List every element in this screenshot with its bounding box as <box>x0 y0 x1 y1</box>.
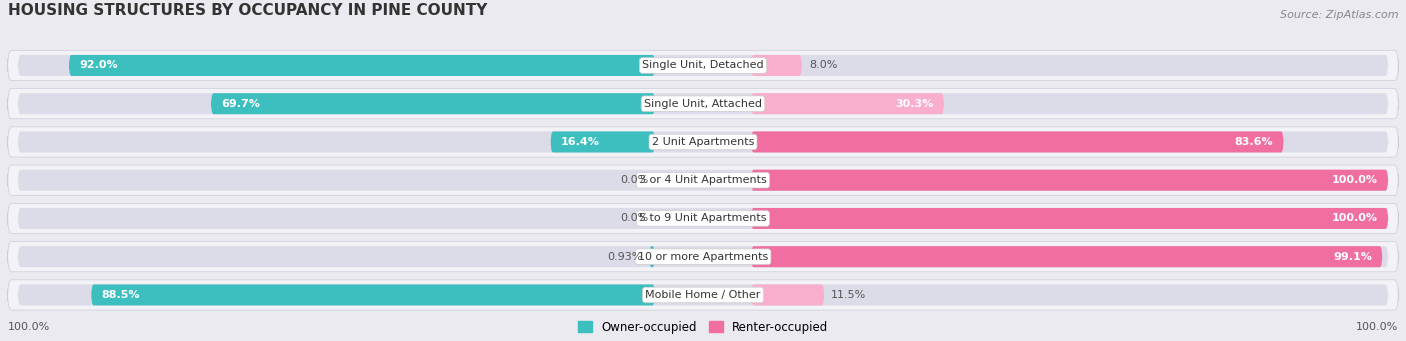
Text: 8.0%: 8.0% <box>808 60 837 71</box>
Text: 0.0%: 0.0% <box>620 213 648 223</box>
FancyBboxPatch shape <box>7 50 1399 80</box>
FancyBboxPatch shape <box>18 93 1388 114</box>
Text: 100.0%: 100.0% <box>7 322 49 332</box>
FancyBboxPatch shape <box>18 131 1388 152</box>
Text: 2 Unit Apartments: 2 Unit Apartments <box>652 137 754 147</box>
Text: 0.93%: 0.93% <box>607 252 643 262</box>
FancyBboxPatch shape <box>551 131 655 152</box>
FancyBboxPatch shape <box>7 127 1399 157</box>
FancyBboxPatch shape <box>7 203 1399 234</box>
Text: 3 or 4 Unit Apartments: 3 or 4 Unit Apartments <box>640 175 766 185</box>
Text: 83.6%: 83.6% <box>1234 137 1274 147</box>
Text: 100.0%: 100.0% <box>1331 175 1378 185</box>
Text: 100.0%: 100.0% <box>1357 322 1399 332</box>
FancyBboxPatch shape <box>18 55 1388 76</box>
FancyBboxPatch shape <box>751 55 801 76</box>
Text: 10 or more Apartments: 10 or more Apartments <box>638 252 768 262</box>
Text: 69.7%: 69.7% <box>221 99 260 109</box>
FancyBboxPatch shape <box>751 208 1388 229</box>
Text: Mobile Home / Other: Mobile Home / Other <box>645 290 761 300</box>
Text: 0.0%: 0.0% <box>620 175 648 185</box>
FancyBboxPatch shape <box>18 284 1388 306</box>
FancyBboxPatch shape <box>18 246 1388 267</box>
Legend: Owner-occupied, Renter-occupied: Owner-occupied, Renter-occupied <box>572 316 834 339</box>
FancyBboxPatch shape <box>7 241 1399 272</box>
Text: 100.0%: 100.0% <box>1331 213 1378 223</box>
Text: 88.5%: 88.5% <box>101 290 141 300</box>
FancyBboxPatch shape <box>7 280 1399 310</box>
Text: 16.4%: 16.4% <box>561 137 600 147</box>
Text: 99.1%: 99.1% <box>1333 252 1372 262</box>
FancyBboxPatch shape <box>18 208 1388 229</box>
Text: Source: ZipAtlas.com: Source: ZipAtlas.com <box>1281 10 1399 20</box>
Text: 30.3%: 30.3% <box>896 99 934 109</box>
FancyBboxPatch shape <box>751 131 1284 152</box>
Text: Single Unit, Detached: Single Unit, Detached <box>643 60 763 71</box>
Text: HOUSING STRUCTURES BY OCCUPANCY IN PINE COUNTY: HOUSING STRUCTURES BY OCCUPANCY IN PINE … <box>7 3 486 18</box>
Text: 92.0%: 92.0% <box>79 60 118 71</box>
FancyBboxPatch shape <box>7 89 1399 119</box>
FancyBboxPatch shape <box>18 170 1388 191</box>
Text: 11.5%: 11.5% <box>831 290 866 300</box>
Text: 5 to 9 Unit Apartments: 5 to 9 Unit Apartments <box>640 213 766 223</box>
FancyBboxPatch shape <box>91 284 655 306</box>
FancyBboxPatch shape <box>211 93 655 114</box>
FancyBboxPatch shape <box>7 165 1399 195</box>
FancyBboxPatch shape <box>650 246 655 267</box>
FancyBboxPatch shape <box>751 284 824 306</box>
Text: Single Unit, Attached: Single Unit, Attached <box>644 99 762 109</box>
FancyBboxPatch shape <box>751 170 1388 191</box>
FancyBboxPatch shape <box>751 246 1382 267</box>
FancyBboxPatch shape <box>69 55 655 76</box>
FancyBboxPatch shape <box>751 93 943 114</box>
